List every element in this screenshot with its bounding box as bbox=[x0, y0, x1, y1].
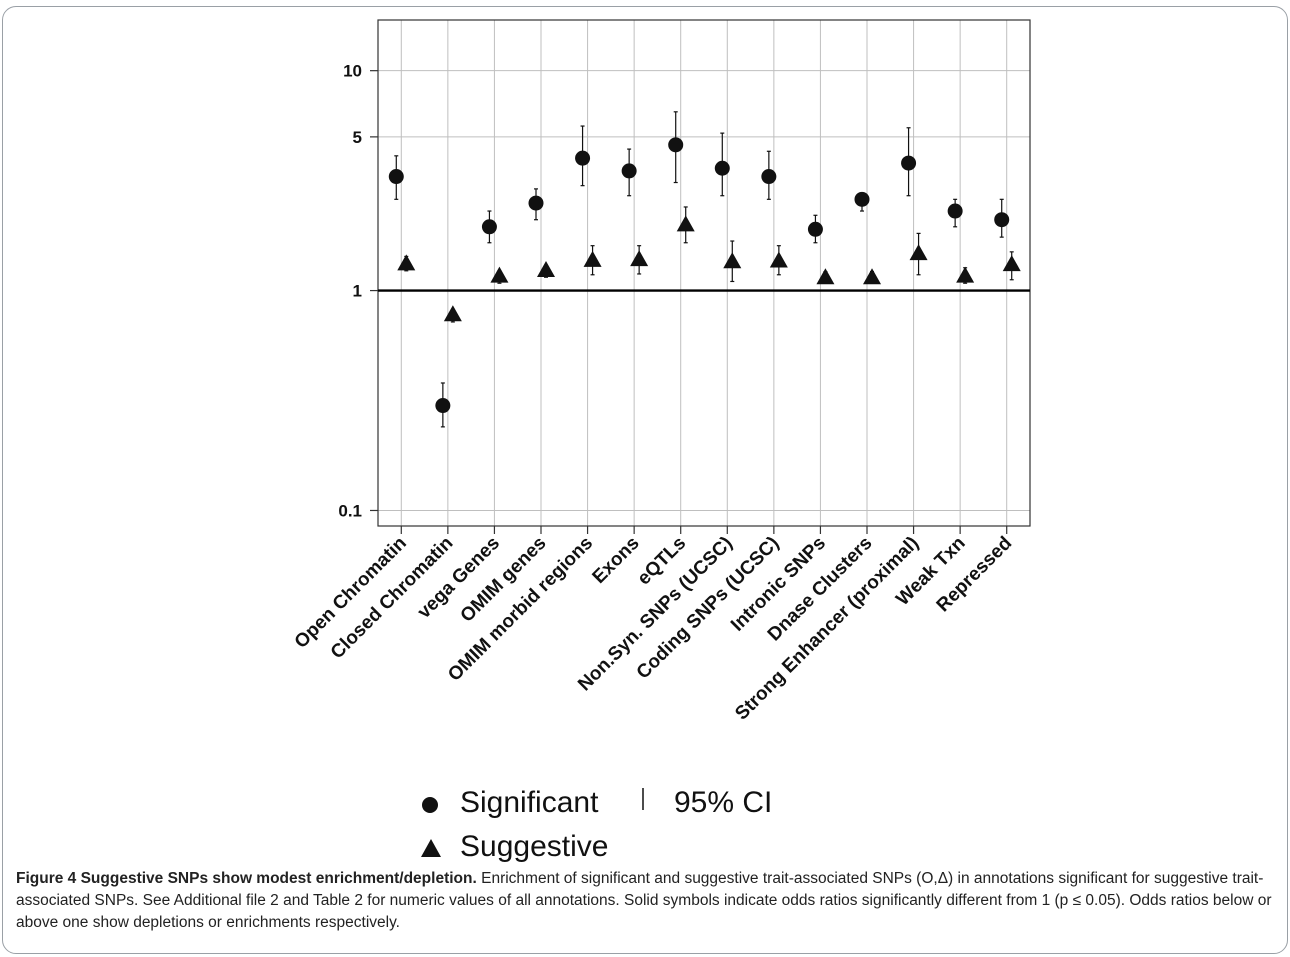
suggestive-point bbox=[583, 250, 602, 267]
y-tick-label: 0.1 bbox=[338, 501, 362, 520]
significant-point bbox=[994, 212, 1010, 228]
suggestive-point bbox=[816, 268, 835, 285]
axis-layer bbox=[370, 19, 1031, 534]
plot-border bbox=[377, 19, 1031, 527]
y-tick-label: 10 bbox=[343, 62, 362, 81]
suggestive-point bbox=[443, 305, 462, 322]
y-tick-label: 1 bbox=[353, 282, 362, 301]
significant-point bbox=[761, 169, 777, 185]
significant-point bbox=[668, 137, 684, 153]
significant-point bbox=[575, 150, 591, 166]
suggestive-point bbox=[723, 252, 742, 269]
circle-marker-icon bbox=[422, 797, 438, 813]
suggestive-point bbox=[630, 250, 649, 267]
marker-layer bbox=[388, 137, 1021, 414]
suggestive-point bbox=[1002, 255, 1021, 272]
significant-point bbox=[481, 219, 497, 235]
significant-point bbox=[901, 155, 917, 171]
suggestive-point bbox=[909, 244, 928, 261]
suggestive-point bbox=[537, 261, 555, 278]
suggestive-point bbox=[769, 251, 788, 268]
y-tick-label: 5 bbox=[353, 128, 362, 147]
legend-label-ci: 95% CI bbox=[674, 786, 773, 819]
suggestive-point bbox=[397, 254, 416, 271]
significant-point bbox=[807, 221, 823, 237]
figure-caption: Figure 4 Suggestive SNPs show modest enr… bbox=[16, 868, 1276, 934]
significant-point bbox=[714, 160, 730, 176]
significant-point bbox=[854, 191, 870, 207]
significant-point bbox=[528, 195, 544, 211]
error-bar-icon bbox=[642, 788, 644, 810]
legend-label-suggestive: Suggestive bbox=[460, 830, 609, 863]
grid-layer bbox=[378, 20, 1030, 526]
suggestive-point bbox=[490, 266, 509, 283]
significant-point bbox=[388, 169, 404, 185]
triangle-marker-icon bbox=[421, 839, 441, 857]
suggestive-point bbox=[676, 215, 695, 232]
ci-layer bbox=[394, 111, 1014, 428]
caption-text: Enrichment of significant and suggestive… bbox=[16, 870, 1272, 931]
figure-frame bbox=[2, 6, 1288, 954]
caption-title: Figure 4 Suggestive SNPs show modest enr… bbox=[16, 870, 477, 887]
significant-point bbox=[435, 398, 451, 414]
legend-label-significant: Significant bbox=[460, 786, 599, 819]
suggestive-point bbox=[863, 268, 881, 285]
significant-point bbox=[621, 163, 637, 179]
suggestive-point bbox=[956, 266, 975, 283]
significant-point bbox=[947, 203, 963, 219]
x-tick-label: Exons bbox=[589, 533, 644, 588]
